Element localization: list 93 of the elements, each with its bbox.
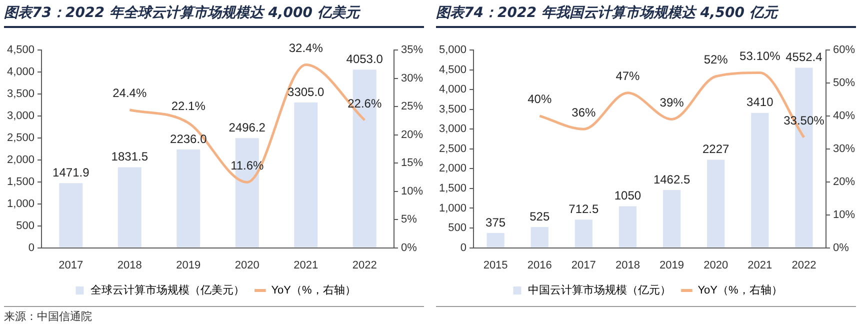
data-label: 24.4% — [112, 86, 147, 100]
bar — [294, 102, 318, 248]
data-label: 32.4% — [288, 41, 324, 56]
bar — [751, 112, 769, 248]
x-tick-label: 2021 — [294, 259, 318, 272]
y-tick-label: 4,500 — [438, 64, 467, 76]
legend-label: 中国云计算市场规模（亿元） — [528, 284, 672, 297]
x-tick-label: 2019 — [660, 259, 684, 272]
y-tick-label: 2,000 — [438, 162, 467, 175]
data-label: 3305.0 — [288, 84, 325, 99]
x-tick-label: 2018 — [117, 259, 142, 272]
legend-label: YoY（%，右轴） — [698, 284, 782, 297]
y2-tick-label: 25% — [400, 100, 424, 113]
y-tick-label: 3,000 — [6, 110, 35, 122]
y-tick-label: 0 — [28, 242, 35, 254]
y-tick-label: 4,000 — [6, 66, 35, 78]
y-tick-label: 1,500 — [438, 182, 467, 194]
y2-tick-label: 35% — [400, 44, 424, 56]
y2-tick-label: 60% — [832, 44, 856, 56]
x-tick-label: 2016 — [527, 259, 552, 272]
data-label: 1050 — [614, 188, 642, 203]
y-tick-label: 3,500 — [438, 103, 467, 116]
y-tick-label: 500 — [448, 222, 467, 234]
x-tick-label: 2018 — [615, 259, 640, 272]
x-tick-label: 2020 — [234, 259, 260, 272]
data-label: 525 — [530, 209, 550, 224]
x-tick-label: 2019 — [176, 259, 201, 272]
x-tick-label: 2017 — [571, 259, 596, 272]
data-label: 1831.5 — [111, 150, 148, 164]
y2-tick-label: 10% — [400, 185, 424, 198]
data-label: 4552.4 — [786, 50, 823, 64]
y2-tick-label: 20% — [400, 128, 424, 141]
y-tick-label: 1,000 — [6, 198, 35, 210]
data-label: 1471.9 — [52, 165, 90, 180]
y2-tick-label: 0% — [400, 242, 418, 254]
x-tick-label: 2022 — [792, 259, 816, 272]
data-label: 2227 — [702, 142, 730, 156]
bar — [530, 227, 548, 248]
y2-tick-label: 10% — [832, 208, 856, 221]
bar — [574, 220, 592, 248]
data-label: 47% — [616, 69, 640, 84]
bar — [176, 150, 200, 248]
bar — [59, 183, 83, 248]
x-tick-label: 2021 — [748, 259, 772, 272]
y2-tick-label: 20% — [832, 176, 856, 188]
source-note: 来源：中国信通院 — [4, 306, 424, 323]
data-label: 2496.2 — [228, 120, 266, 134]
data-label: 3410 — [746, 95, 774, 110]
x-tick-label: 2022 — [352, 259, 377, 272]
y-tick-label: 2,500 — [438, 142, 467, 155]
y-tick-label: 4,500 — [6, 44, 35, 56]
y2-tick-label: 30% — [400, 72, 424, 84]
data-label: 40% — [528, 92, 552, 106]
y-tick-label: 3,000 — [438, 123, 467, 136]
y-tick-label: 4,000 — [438, 84, 467, 96]
y-tick-label: 1,500 — [6, 176, 35, 188]
y-tick-label: 1,000 — [438, 202, 467, 214]
y-tick-label: 2,500 — [6, 132, 35, 144]
y2-tick-label: 15% — [400, 157, 424, 170]
y2-tick-label: 5% — [400, 214, 418, 226]
data-label: 52% — [704, 52, 728, 67]
data-label: 11.6% — [230, 158, 264, 173]
y2-tick-label: 40% — [832, 110, 856, 122]
legend-label: YoY（%，右轴） — [271, 284, 356, 297]
x-tick-label: 2015 — [483, 259, 508, 272]
y-tick-label: 2,000 — [6, 154, 35, 166]
data-label: 712.5 — [568, 202, 600, 216]
bar — [118, 167, 142, 248]
data-label: 22.6% — [348, 96, 382, 110]
y2-tick-label: 50% — [832, 77, 856, 89]
y-tick-label: 5,000 — [438, 44, 467, 56]
bar — [662, 190, 681, 248]
data-label: 1462.5 — [653, 172, 690, 186]
y-tick-label: 0 — [460, 242, 467, 254]
bar — [618, 206, 637, 248]
legend-label: 全球云计算市场规模（亿美元） — [90, 284, 245, 297]
y-tick-label: 3,500 — [6, 88, 35, 100]
y-tick-label: 500 — [16, 220, 35, 232]
chart-title: 图表74：2022 年我国云计算市场规模达 4,500 亿元 — [436, 4, 856, 28]
data-label: 33.50% — [784, 114, 825, 128]
data-label: 22.1% — [171, 99, 206, 114]
y2-tick-label: 30% — [832, 142, 856, 155]
data-label: 4053.0 — [346, 52, 384, 66]
chart-title: 图表73：2022 年全球云计算市场规模达 4,000 亿美元 — [4, 4, 424, 28]
bar — [486, 232, 504, 248]
bar — [707, 160, 725, 248]
data-label: 53.10% — [740, 49, 781, 64]
data-label: 36% — [572, 105, 596, 120]
x-tick-label: 2020 — [704, 259, 728, 272]
data-label: 39% — [660, 96, 684, 110]
data-label: 375 — [486, 215, 506, 230]
y2-tick-label: 0% — [832, 242, 850, 254]
x-tick-label: 2017 — [58, 259, 84, 272]
